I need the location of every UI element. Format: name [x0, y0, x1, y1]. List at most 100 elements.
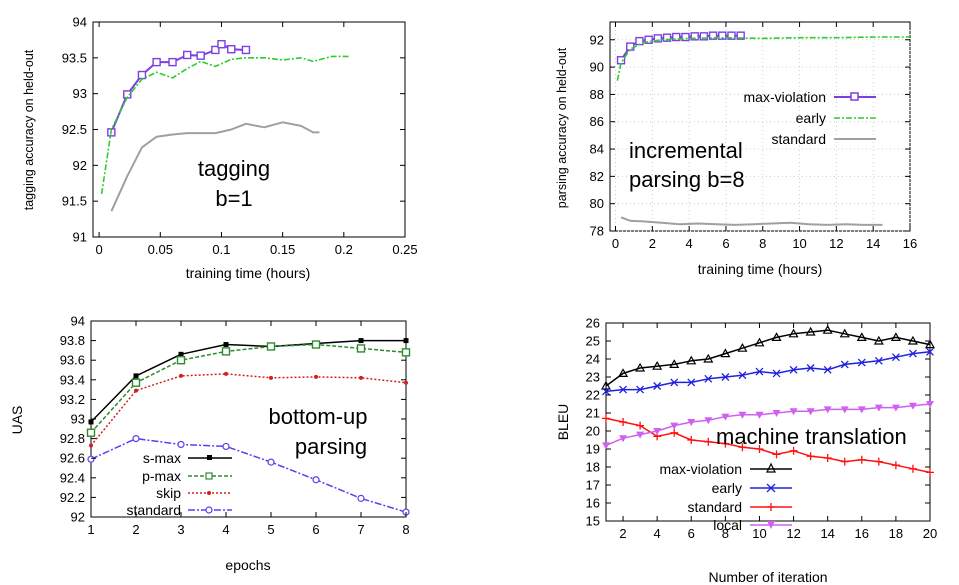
data-point-skip	[179, 373, 183, 378]
y-tick-label: 80	[590, 196, 604, 211]
data-point-maxv	[152, 57, 161, 67]
y-tick-label: 93	[71, 412, 85, 427]
legend-label-p-max: p-max	[142, 468, 181, 484]
y-tick-label: 92	[590, 32, 604, 47]
data-point-early	[721, 373, 730, 381]
data-point-early	[670, 378, 679, 387]
y-tick-label: 93	[73, 86, 87, 101]
data-point-skip	[134, 388, 138, 393]
data-point-early	[789, 365, 798, 374]
data-point-maxv	[635, 362, 646, 372]
x-axis-label: epochs	[225, 557, 270, 573]
data-point-local	[755, 411, 764, 419]
data-point-maxv	[907, 335, 918, 345]
x-axis-label: Number of iteration	[708, 569, 827, 585]
data-point-skip	[359, 375, 363, 380]
y-tick-label: 78	[590, 224, 604, 239]
data-point-std	[222, 442, 230, 451]
series-line-early	[605, 351, 931, 393]
data-point-maxv	[737, 342, 748, 352]
legend-marker-s-max	[207, 455, 212, 460]
data-point-maxv	[618, 368, 629, 377]
x-tick-label: 5	[267, 522, 274, 537]
data-point-local	[823, 406, 832, 414]
data-point-maxv	[662, 33, 672, 42]
x-tick-label: 0.1	[212, 242, 230, 257]
series-line-maxv	[110, 43, 246, 133]
data-point-early	[653, 382, 662, 390]
data-point-early	[891, 353, 900, 362]
x-tick-label: 0.15	[270, 242, 295, 257]
data-point-early	[687, 378, 696, 387]
data-point-maxv	[708, 31, 718, 40]
data-point-maxv	[703, 353, 714, 363]
y-tick-label: 82	[590, 169, 604, 184]
y-tick-label: 24	[586, 352, 600, 367]
x-tick-label: 1	[87, 522, 94, 537]
series-line-skip	[90, 373, 407, 446]
data-point-local	[619, 435, 628, 443]
y-axis-label: parsing accuracy on held-out	[555, 47, 569, 208]
tick-labels: 0 2 4 6 8 10 12 14 16 78 80 82 84 86 88 90 92	[590, 22, 917, 251]
data-point-local	[670, 422, 679, 430]
x-tick-label: 10	[792, 236, 806, 251]
data-point-skip	[404, 380, 408, 385]
series-layer	[100, 40, 350, 212]
series-layer	[600, 324, 936, 477]
y-tick-label: 16	[586, 496, 600, 511]
data-point-maxv	[690, 32, 699, 41]
data-point-std	[602, 414, 610, 423]
data-point-maxv	[672, 32, 681, 42]
data-point-std	[687, 436, 696, 444]
data-point-maxv	[626, 42, 635, 51]
legend-marker-standard	[205, 506, 213, 514]
legend: s-max p-max skip standard	[127, 450, 232, 518]
data-point-early	[926, 347, 934, 356]
series-line-early	[100, 55, 350, 195]
data-point-local	[772, 410, 781, 417]
y-tick-label: 26	[586, 316, 600, 331]
y-tick-label: 19	[586, 442, 600, 457]
data-point-early	[704, 374, 713, 383]
data-point-smax	[358, 338, 364, 344]
data-point-local	[602, 442, 610, 450]
y-tick-label: 22	[586, 388, 600, 403]
y-tick-label: 93.2	[60, 392, 85, 407]
data-point-maxv	[699, 32, 709, 41]
data-point-local	[704, 417, 713, 425]
data-point-early	[772, 369, 781, 378]
data-point-maxv	[873, 335, 884, 345]
x-tick-label: 0.05	[148, 242, 173, 257]
y-tick-label: 92.2	[60, 490, 85, 505]
legend-marker-standard	[767, 503, 775, 511]
legend: max-violation early standard	[744, 89, 876, 147]
data-point-maxv	[241, 45, 251, 55]
x-tick-label: 18	[889, 526, 903, 541]
y-axis-label: UAS	[9, 406, 25, 435]
data-point-early	[738, 371, 747, 380]
data-point-maxv	[924, 339, 936, 349]
data-point-maxv	[822, 324, 833, 334]
series-line-pmax	[90, 343, 407, 434]
data-point-early	[857, 358, 866, 367]
y-tick-label: 25	[586, 334, 600, 349]
data-point-std	[738, 443, 747, 452]
series-line-maxv	[605, 329, 931, 387]
y-tick-label: 17	[586, 478, 600, 493]
data-point-std	[704, 437, 713, 446]
data-point-maxv	[890, 332, 901, 341]
data-point-std	[721, 439, 730, 448]
legend-marker-early	[766, 483, 776, 493]
y-tick-label: 92.8	[60, 431, 85, 446]
legend-label-max-violation: max-violation	[660, 461, 742, 477]
y-tick-label: 92.4	[60, 470, 85, 485]
data-point-maxv	[196, 51, 205, 60]
data-point-maxv	[168, 57, 177, 67]
plot-frame	[609, 21, 911, 232]
data-point-local	[926, 401, 934, 408]
data-point-local	[806, 408, 815, 416]
data-point-skip	[89, 443, 93, 448]
x-tick-label: 16	[903, 236, 917, 251]
legend-marker-skip	[207, 491, 211, 495]
series-line-std	[90, 437, 407, 513]
